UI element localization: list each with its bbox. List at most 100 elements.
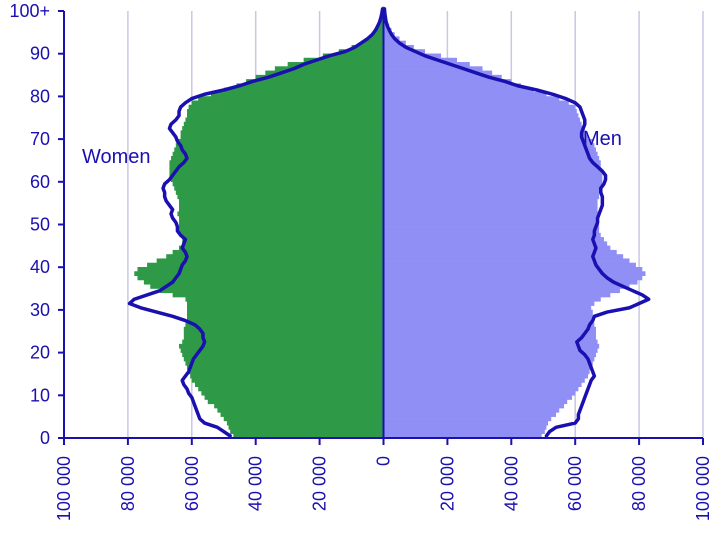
women-bar-age-20 xyxy=(180,348,384,353)
men-bar-age-71 xyxy=(383,130,587,136)
women-bar-age-58 xyxy=(174,185,384,191)
men-bar-age-86 xyxy=(383,66,483,72)
men-bar-age-65 xyxy=(383,155,600,161)
women-bar-age-19 xyxy=(182,352,384,358)
women-bar-age-40 xyxy=(147,262,384,268)
men-bar-age-68 xyxy=(383,143,595,148)
men-bar-age-69 xyxy=(383,138,593,144)
men-bar-age-53 xyxy=(383,207,598,212)
men-bar-age-24 xyxy=(383,331,596,336)
men-bar-age-40 xyxy=(383,262,636,268)
women-bar-age-13 xyxy=(191,378,384,383)
women-bar-age-71 xyxy=(180,130,384,136)
men-bar-age-12 xyxy=(383,382,582,388)
women-bar-age-68 xyxy=(175,143,384,148)
men-bar-age-45 xyxy=(383,241,608,247)
women-side-label: Women xyxy=(82,146,151,168)
x-tick-label-6: 20 000 xyxy=(437,456,457,511)
men-bar-age-51 xyxy=(383,215,600,221)
men-bar-age-4 xyxy=(383,416,552,422)
men-bar-age-27 xyxy=(383,318,593,323)
bars-layer xyxy=(134,6,646,439)
men-bar-age-62 xyxy=(383,168,603,174)
men-bar-age-2 xyxy=(383,424,547,430)
men-bar-age-43 xyxy=(383,249,617,255)
men-bar-age-76 xyxy=(383,109,577,114)
men-bar-age-33 xyxy=(383,292,611,298)
y-tick-label-8: 80 xyxy=(30,86,50,106)
women-bar-age-55 xyxy=(179,198,384,204)
y-tick-label-10: 100+ xyxy=(9,1,50,21)
women-bar-age-77 xyxy=(188,104,384,110)
men-bar-age-47 xyxy=(383,232,601,238)
men-bar-age-36 xyxy=(383,279,638,285)
men-bar-age-9 xyxy=(383,395,573,400)
women-bar-age-62 xyxy=(169,168,384,174)
women-bar-age-96 xyxy=(377,23,384,29)
men-bar-age-30 xyxy=(383,305,592,311)
women-bar-age-56 xyxy=(177,194,384,200)
men-bar-age-5 xyxy=(383,412,557,417)
men-bar-age-26 xyxy=(383,322,595,328)
women-bar-age-70 xyxy=(180,134,384,140)
x-tick-label-7: 40 000 xyxy=(501,456,521,511)
women-bar-age-29 xyxy=(187,309,384,315)
x-tick-label-0: 100 000 xyxy=(54,456,74,521)
men-bar-age-28 xyxy=(383,313,593,319)
men-bar-age-41 xyxy=(383,258,630,264)
women-bar-age-22 xyxy=(182,339,384,345)
men-bar-age-55 xyxy=(383,198,598,204)
women-bar-age-63 xyxy=(169,164,384,170)
women-bar-age-59 xyxy=(172,181,384,187)
women-bar-age-54 xyxy=(179,202,384,208)
men-bar-age-91 xyxy=(383,44,414,50)
women-bar-age-53 xyxy=(179,207,384,212)
women-bar-age-23 xyxy=(183,335,384,341)
women-bar-age-66 xyxy=(172,151,384,157)
men-bar-age-22 xyxy=(383,339,598,345)
men-bar-age-67 xyxy=(383,147,596,153)
men-bar-age-79 xyxy=(383,96,560,101)
women-bar-age-36 xyxy=(143,279,384,285)
men-bar-age-89 xyxy=(383,53,442,59)
women-bar-age-94 xyxy=(372,32,384,37)
men-side-label: Men xyxy=(583,128,622,150)
women-bar-age-50 xyxy=(179,220,384,225)
men-bar-age-92 xyxy=(383,40,406,46)
men-bar-age-88 xyxy=(383,57,457,63)
women-bar-age-21 xyxy=(179,343,384,349)
women-bar-age-28 xyxy=(187,313,384,319)
men-bar-age-83 xyxy=(383,79,512,84)
x-tick-label-4: 20 000 xyxy=(310,456,330,511)
men-bar-age-35 xyxy=(383,284,630,289)
women-bar-age-10 xyxy=(201,390,384,396)
women-bar-age-74 xyxy=(185,117,384,123)
men-bar-age-48 xyxy=(383,228,600,234)
women-bar-age-84 xyxy=(255,74,384,80)
x-tick-label-1: 80 000 xyxy=(118,456,138,511)
women-bar-age-90 xyxy=(338,49,384,54)
women-bar-age-45 xyxy=(182,241,384,247)
women-bar-age-83 xyxy=(246,79,384,84)
men-bar-age-20 xyxy=(383,348,598,353)
men-bar-age-49 xyxy=(383,224,600,230)
men-bar-age-85 xyxy=(383,70,493,76)
axes-layer: 0 10 20 30 40 50 60 70 80 90 100+ 100 000 80 000 60 0… xyxy=(9,1,713,521)
women-bar-age-75 xyxy=(187,113,384,119)
women-bar-age-82 xyxy=(236,83,384,89)
women-bar-age-57 xyxy=(175,190,384,195)
women-bar-age-79 xyxy=(198,96,384,101)
men-outline-series xyxy=(382,7,651,438)
women-bar-age-17 xyxy=(185,360,384,366)
women-bar-age-48 xyxy=(179,228,384,234)
men-bar-age-50 xyxy=(383,220,600,225)
y-tick-label-0: 0 xyxy=(40,428,50,448)
men-bar-age-17 xyxy=(383,360,593,366)
women-bar-age-42 xyxy=(166,254,384,259)
men-bar-age-10 xyxy=(383,390,576,396)
y-tick-label-5: 50 xyxy=(30,215,50,235)
women-bar-age-14 xyxy=(190,373,384,379)
men-bar-age-58 xyxy=(383,185,601,191)
men-bar-age-11 xyxy=(383,386,579,392)
